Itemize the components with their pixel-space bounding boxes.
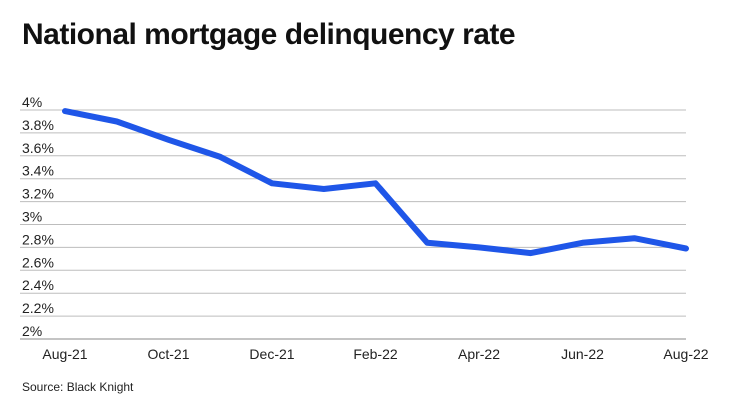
y-axis-tick-labels: 4% 3.8% 3.6% 3.4% 3.2% 3% 2.8% 2.6% 2.4% 2.2% 2% (22, 94, 54, 339)
x-tick-label: Feb-22 (353, 346, 398, 362)
y-tick-label: 2.2% (22, 300, 54, 316)
x-tick-label: Apr-22 (458, 346, 500, 362)
series-layer (62, 108, 689, 257)
x-tick-label: Aug-21 (42, 346, 87, 362)
source-note: Source: Black Knight (22, 380, 134, 394)
y-tick-label: 3.6% (22, 140, 54, 156)
y-tick-label: 2.8% (22, 231, 54, 247)
y-tick-label: 3.4% (22, 163, 54, 179)
grid-lines (20, 109, 686, 340)
x-tick-label: Dec-21 (249, 346, 294, 362)
x-tick-label: Oct-21 (147, 346, 189, 362)
y-tick-label: 4% (22, 94, 42, 110)
y-tick-label: 2.4% (22, 277, 54, 293)
x-tick-label: Jun-22 (561, 346, 604, 362)
y-tick-label: 3.8% (22, 117, 54, 133)
x-tick-label: Aug-22 (663, 346, 708, 362)
x-axis-tick-labels: Aug-21 Oct-21 Dec-21 Feb-22 Apr-22 Jun-22 Aug-… (42, 346, 708, 362)
chart-title: National mortgage delinquency rate (22, 18, 516, 51)
y-tick-label: 3% (22, 209, 42, 225)
y-tick-label: 3.2% (22, 186, 54, 202)
y-tick-label: 2.6% (22, 254, 54, 270)
y-tick-label: 2% (22, 323, 42, 339)
